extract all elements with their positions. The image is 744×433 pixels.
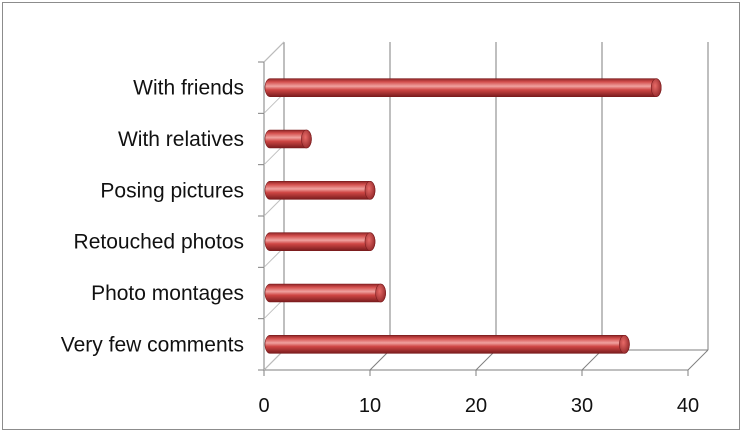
category-label: Photo montages [91,282,244,305]
category-labels: With friends With relatives Posing picture… [61,77,244,357]
bar-0 [264,78,662,97]
category-label: With relatives [118,128,244,151]
category-label: Retouched photos [74,231,244,254]
bar-4 [264,283,386,303]
x-tick-label: 30 [571,395,593,417]
bar-cap [301,129,312,149]
bar-body [264,283,386,303]
bar-body [264,335,630,354]
side-wall-band-line [263,41,285,63]
bar-2 [264,181,376,200]
bar-body [264,232,376,251]
bar-cap [650,78,662,97]
bar-3 [264,232,376,251]
category-label: With friends [133,77,244,100]
bar-cap [364,232,376,251]
floor-line-40 [687,349,709,371]
x-tick-label: 40 [677,395,699,417]
category-label: Posing pictures [100,179,244,202]
x-tick-label: 10 [359,395,381,417]
x-tick-labels: 0 10 20 30 40 [258,395,699,417]
bar-body [264,181,376,200]
bar-cap [619,335,630,354]
x-tick-label: 20 [465,395,487,417]
x-tick-label: 0 [258,395,269,417]
bar-cap [375,283,386,303]
bar-cap [364,181,376,200]
bar-5 [264,335,630,354]
category-label: Very few comments [61,333,244,356]
bars [264,78,662,354]
bar-body [264,78,662,97]
bar-1 [264,129,312,149]
